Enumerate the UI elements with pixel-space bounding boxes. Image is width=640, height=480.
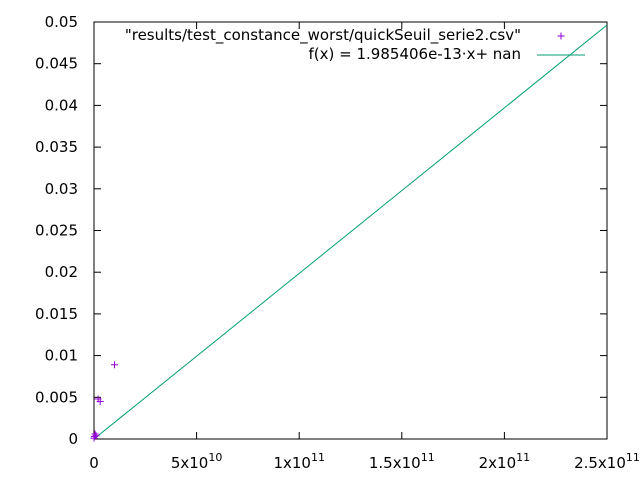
y-tick-label: 0.01 bbox=[45, 347, 78, 365]
x-axis: 0 5x1010 1x1011 1.5x1011 2x1011 2.5x1011 bbox=[89, 22, 640, 472]
y-tick-label: 0.035 bbox=[35, 138, 78, 156]
legend: "results/test_constance_worst/quickSeuil… bbox=[125, 26, 585, 63]
x-tick-label: 1x1011 bbox=[273, 451, 325, 472]
y-tick-label: 0.03 bbox=[45, 180, 78, 198]
y-tick-label: 0.05 bbox=[45, 13, 78, 31]
data-point bbox=[91, 430, 99, 438]
data-point bbox=[92, 432, 100, 440]
x-tick-label: 2x1011 bbox=[479, 451, 531, 472]
x-tick-label: 5x1010 bbox=[171, 451, 223, 472]
y-tick-label: 0.02 bbox=[45, 263, 78, 281]
y-tick-label: 0.04 bbox=[45, 96, 78, 114]
x-tick-label: 0 bbox=[89, 454, 99, 472]
fit-series bbox=[93, 24, 608, 440]
legend-label-fit: f(x) = 1.985406e-13·x+ nan bbox=[309, 45, 521, 63]
y-tick-label: 0.005 bbox=[35, 388, 78, 406]
y-tick-label: 0.025 bbox=[35, 222, 78, 240]
y-tick-label: 0.045 bbox=[35, 55, 78, 73]
y-axis: 0 0.005 0.01 0.015 0.02 0.025 0.03 0.035 0.04 0.0… bbox=[35, 13, 607, 448]
x-tick-label: 2.5x1011 bbox=[574, 451, 640, 472]
data-point bbox=[96, 397, 104, 405]
y-tick-label: 0.015 bbox=[35, 305, 78, 323]
legend-label-points: "results/test_constance_worst/quickSeuil… bbox=[125, 26, 521, 45]
data-point bbox=[111, 361, 119, 369]
points-series bbox=[90, 361, 119, 442]
fit-line bbox=[93, 24, 608, 440]
x-tick-label: 1.5x1011 bbox=[369, 451, 435, 472]
y-tick-label: 0 bbox=[68, 430, 78, 448]
